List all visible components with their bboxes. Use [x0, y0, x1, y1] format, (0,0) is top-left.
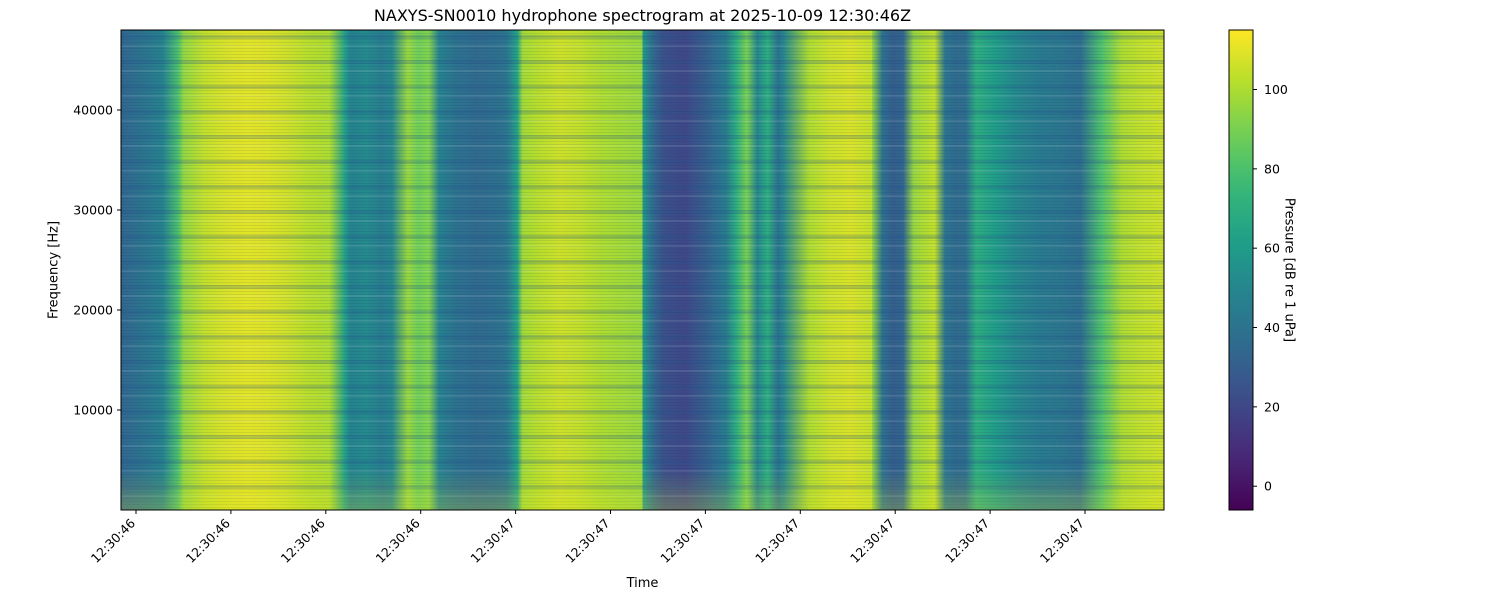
- x-tick-label: 12:30:47: [657, 516, 707, 566]
- colorbar-tick-label: 60: [1264, 241, 1280, 256]
- colorbar: 0 20 40 60 80 100: [1228, 29, 1288, 511]
- x-tick-label: 12:30:46: [183, 515, 233, 565]
- colorbar-ticks: 0 20 40 60 80 100: [1253, 82, 1288, 494]
- spectrogram-image: [121, 30, 1164, 510]
- x-tick-label: 12:30:47: [467, 516, 517, 566]
- x-tick-label: 12:30:47: [942, 516, 992, 566]
- x-tick-label: 12:30:47: [847, 516, 897, 566]
- x-tick-label: 12:30:46: [373, 515, 423, 565]
- y-tick-label: 20000: [73, 303, 113, 318]
- plot-frame: [120, 29, 1165, 511]
- colorbar-tick-label: 20: [1264, 399, 1280, 414]
- chart-title: NAXYS-SN0010 hydrophone spectrogram at 2…: [373, 6, 912, 25]
- x-tick-label: 12:30:46: [278, 515, 328, 565]
- x-tick-label: 12:30:47: [562, 516, 612, 566]
- y-tick-label: 40000: [73, 103, 113, 118]
- colorbar-tick-label: 40: [1264, 320, 1280, 335]
- x-tick-label: 12:30:46: [88, 515, 138, 565]
- y-axis: 10000 20000 30000 40000: [73, 103, 121, 418]
- y-axis-label: Frequency [Hz]: [46, 220, 62, 320]
- x-tick-label: 12:30:47: [1037, 516, 1087, 566]
- colorbar-tick-label: 0: [1264, 479, 1272, 494]
- colorbar-tick-label: 100: [1264, 82, 1288, 97]
- x-axis: 12:30:46 12:30:46 12:30:46 12:30:46 12:30:47…: [88, 510, 1087, 566]
- x-axis-label: Time: [626, 576, 659, 591]
- colorbar-gradient: [1228, 29, 1254, 511]
- x-tick-label: 12:30:47: [752, 516, 802, 566]
- colorbar-tick-label: 80: [1264, 161, 1280, 176]
- y-tick-label: 30000: [73, 203, 113, 218]
- colorbar-label: Pressure [dB re 1 uPa]: [1281, 197, 1297, 343]
- y-tick-label: 10000: [73, 403, 113, 418]
